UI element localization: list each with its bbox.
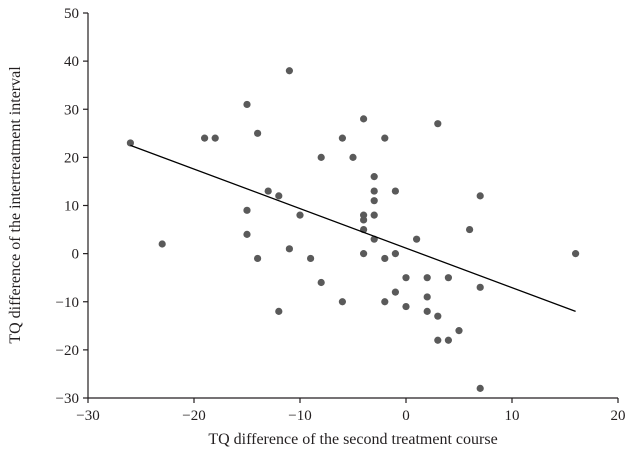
data-point [285,67,293,75]
data-point [423,307,431,315]
data-point [360,115,368,123]
data-point [391,288,399,296]
data-points [126,67,580,392]
data-point [254,254,262,263]
x-tick-label: −10 [288,408,311,424]
data-point [423,293,431,301]
data-point [402,302,410,311]
trend-line [130,144,576,312]
data-point [264,187,272,195]
data-point [275,192,283,200]
y-tick-label: 20 [64,150,79,166]
data-point [285,245,293,253]
x-tick-label: 20 [611,408,626,424]
data-point [370,173,378,181]
data-point [338,134,346,142]
data-point [211,134,219,142]
data-point [476,384,484,392]
data-point [254,129,262,137]
x-ticks: −30 −20 −10 0 10 20 [76,398,626,424]
data-point [360,216,368,224]
y-axis-title: TQ difference of the intertreatment inte… [7,66,24,344]
y-tick-label: 30 [64,102,79,118]
data-point [444,274,452,282]
x-tick-label: −30 [76,408,99,424]
data-point [201,134,209,142]
data-point [423,274,431,282]
y-tick-label: −10 [56,295,79,311]
data-point [243,230,251,238]
y-ticks: −30 −20 −10 0 10 20 30 40 50 [56,6,88,407]
data-point [370,187,378,195]
data-point [307,254,315,263]
data-point [338,298,346,306]
data-point [391,187,399,195]
data-point [381,298,389,306]
data-point [126,139,134,147]
data-point [466,225,474,234]
y-tick-label: −20 [56,343,79,359]
x-tick-label: 10 [505,408,520,424]
data-point [444,336,452,344]
data-point [413,235,421,243]
data-point [434,120,442,128]
data-point [317,153,325,161]
data-point [349,153,357,161]
data-point [317,278,325,287]
data-point [243,100,251,109]
y-tick-label: 40 [64,54,79,70]
data-point [370,197,378,205]
data-point [275,307,283,315]
y-tick-label: 10 [64,199,79,215]
data-point [360,250,368,258]
data-point [476,283,484,291]
data-point [370,211,378,219]
data-point [296,211,304,219]
data-point [243,206,251,214]
data-point [434,336,442,344]
data-point [402,274,410,282]
data-point [455,327,463,335]
data-point [476,192,484,200]
y-tick-label: 0 [72,247,80,263]
y-tick-label: 50 [64,6,79,22]
data-point [572,250,580,258]
data-point [434,312,442,320]
y-tick-label: −30 [56,391,79,407]
data-point [381,254,389,263]
data-point [381,134,389,142]
data-point [158,240,166,248]
x-axis-title: TQ difference of the second treatment co… [208,431,497,448]
data-point [391,250,399,258]
x-tick-label: −20 [182,408,205,424]
x-tick-label: 0 [402,408,410,424]
